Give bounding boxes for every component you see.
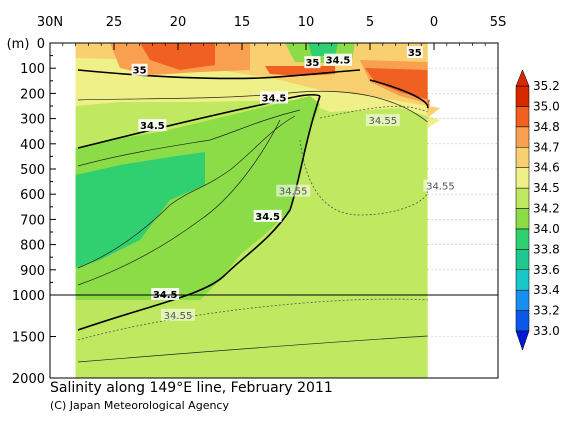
colorbar-bin-6 <box>515 187 530 209</box>
colorbar-label-9: 34.7 <box>533 140 560 154</box>
x-tick-label-5: 5 <box>366 15 374 30</box>
contour-label-bg-10 <box>423 179 458 192</box>
contour-34-5-a <box>77 93 321 149</box>
y-tick-label-7: 700 <box>20 213 45 228</box>
colorbar-label-1: 33.2 <box>533 304 560 318</box>
contour-label-10: 34.55 <box>426 182 455 193</box>
field-intermediate-core <box>75 152 205 268</box>
colorbar-label-6: 34.2 <box>533 202 560 216</box>
contour-34-6-deep <box>77 335 428 363</box>
y-tick-label-4: 400 <box>20 138 45 153</box>
field-fresh-core <box>308 43 338 56</box>
contour-35-b <box>369 79 429 109</box>
contour-label-bg-9 <box>276 184 311 197</box>
x-tick-label-2: 20 <box>170 15 187 30</box>
colorbar-label-10: 34.8 <box>533 120 560 134</box>
x-tick-label-6: 0 <box>430 15 438 30</box>
contour-label-bg-0 <box>131 63 148 76</box>
field-core-north <box>140 43 215 70</box>
x-tick-label-0: 30N <box>37 15 63 30</box>
y-tick-label-12: 2000 <box>12 372 45 387</box>
contour-34-4 <box>77 119 281 286</box>
contour-label-bg-3 <box>406 46 423 59</box>
contour-34-7 <box>77 90 428 123</box>
axes: 0100200300400500600700800900100015002000… <box>7 15 507 387</box>
plot-frame <box>49 42 499 379</box>
colorbar-label-7: 34.5 <box>533 181 560 195</box>
x-tick-label-4: 10 <box>298 15 315 30</box>
colorbar-bin-9 <box>515 126 530 148</box>
contour-label-6: 34.5 <box>255 212 280 223</box>
y-tick-label-2: 200 <box>20 87 45 102</box>
contour-label-8: 34.55 <box>368 116 397 127</box>
contour-label-4: 34.5 <box>262 93 287 104</box>
contour-label-bg-7 <box>151 288 180 300</box>
colorbar-label-5: 34.0 <box>533 222 560 236</box>
contour-label-bg-11 <box>161 308 195 321</box>
colorbar: 33.0 33.2 33.4 33.6 33.8 34.0 34.2 34.5 34.6 34.7… <box>515 69 560 351</box>
y-tick-label-3: 300 <box>20 113 45 128</box>
colorbar-bin-8 <box>515 147 530 168</box>
contour-label-bg-8 <box>365 114 400 127</box>
contour-label-bg-2 <box>324 53 352 66</box>
y-tick-label-9: 900 <box>20 264 45 279</box>
field-intermediate <box>75 96 320 330</box>
contour-label-9: 34.55 <box>279 187 308 198</box>
colorbar-label-3: 33.6 <box>533 263 560 277</box>
contour-35-a <box>77 69 361 80</box>
colorbar-bin-11 <box>515 85 530 107</box>
contour-34-55-b <box>299 139 429 216</box>
colorbar-label-0: 33.0 <box>533 324 560 338</box>
colorbar-bin-10 <box>515 106 530 128</box>
contour-label-0: 35 <box>133 66 147 77</box>
contour-label-3: 35 <box>408 48 422 59</box>
x-tick-label-1: 25 <box>106 15 123 30</box>
contour-label-bg-6 <box>253 209 282 222</box>
contour-label-bg-4 <box>260 91 288 104</box>
colorbar-bin-7 <box>515 167 530 189</box>
x-tick-label-7: 5S <box>490 15 507 30</box>
y-tick-label-10: 1000 <box>12 289 45 304</box>
contour-label-bg-5 <box>138 119 167 132</box>
y-tick-label-1: 100 <box>20 62 45 77</box>
y-tick-label-6: 600 <box>20 188 45 203</box>
colorbar-label-11: 35.0 <box>533 99 560 113</box>
contour-label-2: 34.5 <box>326 56 351 67</box>
colorbar-bin-5 <box>515 208 530 230</box>
salinity-field <box>75 43 440 378</box>
y-tick-label-0: 0 <box>37 37 45 52</box>
colorbar-top-arrow <box>515 69 530 87</box>
y-axis-label: (m) <box>7 37 30 52</box>
chart-credit: (C) Japan Meteorological Agency <box>50 399 229 412</box>
contour-label-1: 35 <box>305 58 319 69</box>
colorbar-bin-0 <box>515 310 530 332</box>
contour-label-11: 34.55 <box>164 311 193 322</box>
chart-title: Salinity along 149°E line, February 2011 <box>50 380 333 396</box>
contour-label-bg-1 <box>304 56 321 69</box>
colorbar-bin-1 <box>515 289 530 311</box>
y-tick-label-11: 1500 <box>12 331 45 346</box>
contour-label-5: 34.5 <box>140 121 165 132</box>
colorbar-label-8: 34.6 <box>533 161 560 175</box>
colorbar-bin-2 <box>515 269 530 291</box>
colorbar-bottom-arrow <box>515 330 530 351</box>
contour-lines <box>77 69 429 363</box>
field-deep <box>75 300 428 378</box>
colorbar-label-12: 35.2 <box>533 79 560 93</box>
colorbar-bin-3 <box>515 249 530 270</box>
colorbar-bin-4 <box>515 228 530 250</box>
contour-34-3-b <box>77 115 296 269</box>
y-tick-label-8: 800 <box>20 239 45 254</box>
contour-34-5-b <box>77 95 321 331</box>
contour-34-3-a <box>77 109 301 167</box>
colorbar-label-4: 33.8 <box>533 242 560 256</box>
colorbar-label-2: 33.4 <box>533 283 560 297</box>
x-tick-label-3: 15 <box>234 15 251 30</box>
y-tick-label-5: 500 <box>20 163 45 178</box>
contour-34-55-a <box>319 106 428 119</box>
